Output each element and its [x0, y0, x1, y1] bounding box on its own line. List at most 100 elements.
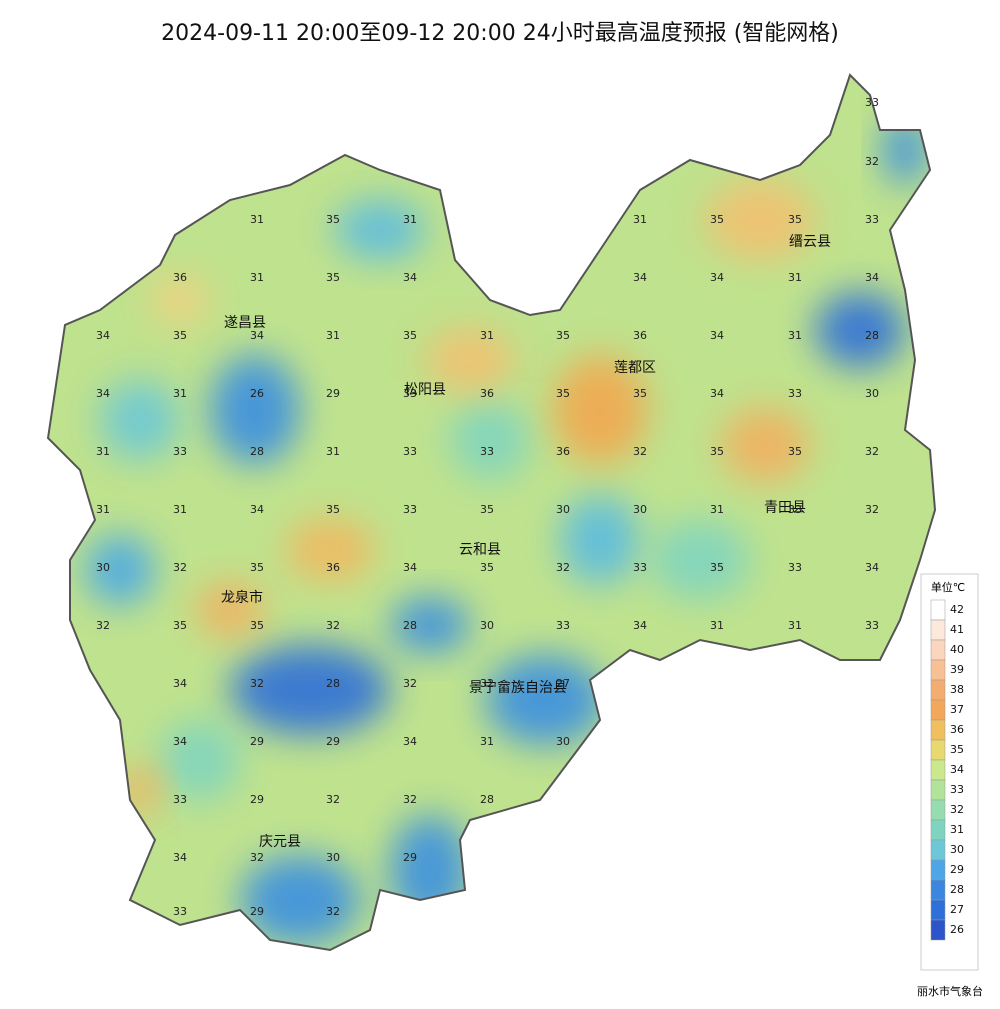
temperature-blob: [450, 400, 530, 480]
station-value: 33: [173, 793, 187, 806]
station-value: 32: [865, 155, 879, 168]
station-value: 32: [250, 851, 264, 864]
legend-swatch: [930, 899, 946, 921]
station-value: 30: [865, 387, 879, 400]
legend-label: 37: [950, 703, 964, 716]
legend-swatch: [930, 759, 946, 781]
station-value: 32: [250, 677, 264, 690]
legend-label: 31: [950, 823, 964, 836]
station-value: 35: [250, 561, 264, 574]
station-value: 32: [326, 619, 340, 632]
station-value: 33: [403, 445, 417, 458]
legend-label: 35: [950, 743, 964, 756]
temperature-blob: [720, 407, 810, 483]
station-value: 35: [556, 329, 570, 342]
legend-swatch: [930, 839, 946, 861]
station-value: 33: [173, 445, 187, 458]
station-value: 33: [556, 619, 570, 632]
station-value: 28: [865, 329, 879, 342]
station-value: 35: [710, 445, 724, 458]
legend-swatch: [930, 719, 946, 741]
station-value: 31: [710, 503, 724, 516]
legend-label: 32: [950, 803, 964, 816]
temperature-blob: [485, 655, 605, 745]
legend-swatch: [930, 639, 946, 661]
station-value: 31: [96, 445, 110, 458]
temperature-blob: [210, 355, 300, 465]
station-value: 35: [480, 503, 494, 516]
temperature-blob: [335, 200, 425, 260]
legend-swatch: [930, 679, 946, 701]
legend-label: 36: [950, 723, 964, 736]
legend-swatch: [930, 799, 946, 821]
station-value: 36: [326, 561, 340, 574]
county-name: 庆元县: [259, 834, 301, 850]
station-value: 32: [865, 503, 879, 516]
station-value: 31: [250, 271, 264, 284]
county-name: 景宁畲族自治县: [469, 679, 567, 696]
station-value: 34: [710, 387, 724, 400]
legend-label: 30: [950, 843, 964, 856]
legend-label: 27: [950, 903, 964, 916]
temperature-blob: [815, 292, 905, 368]
station-value: 35: [173, 619, 187, 632]
temperature-blob: [100, 380, 180, 460]
station-value: 31: [788, 271, 802, 284]
station-value: 31: [173, 387, 187, 400]
station-value: 34: [250, 503, 264, 516]
county-name: 缙云县: [789, 234, 831, 250]
station-value: 34: [403, 561, 417, 574]
legend-swatch: [930, 819, 946, 841]
station-value: 33: [788, 503, 802, 516]
station-value: 31: [326, 329, 340, 342]
station-value: 33: [173, 905, 187, 918]
station-value: 34: [173, 735, 187, 748]
boundary: [46, 73, 937, 952]
station-value: 28: [326, 677, 340, 690]
legend-swatch: [930, 659, 946, 681]
legend-swatch: [930, 879, 946, 901]
station-value: 33: [403, 387, 417, 400]
legend: 42 41 40 39 38 37 36 35 34 33 32 31 30 29 28 27 26: [930, 599, 964, 941]
station-value: 33: [480, 445, 494, 458]
station-value: 34: [633, 271, 647, 284]
legend-swatch: [930, 779, 946, 801]
station-value: 31: [96, 503, 110, 516]
station-value: 35: [250, 619, 264, 632]
station-value: 29: [326, 735, 340, 748]
legend-swatch: [930, 859, 946, 881]
station-value: 36: [556, 445, 570, 458]
station-value: 33: [865, 213, 879, 226]
station-value: 35: [326, 271, 340, 284]
station-value: 32: [326, 793, 340, 806]
temperature-blob: [425, 328, 515, 392]
station-value: 31: [326, 445, 340, 458]
station-value: 35: [326, 503, 340, 516]
county-name: 松阳县: [404, 382, 446, 398]
station-value: 31: [633, 213, 647, 226]
station-value: 33: [865, 619, 879, 632]
station-value: 26: [250, 387, 264, 400]
station-value: 29: [250, 905, 264, 918]
station-value: 35: [403, 329, 417, 342]
station-value: 34: [173, 677, 187, 690]
legend-label: 26: [950, 923, 964, 936]
legend-unit: 单位℃: [931, 580, 965, 594]
station-value: 32: [556, 561, 570, 574]
station-value: 34: [173, 851, 187, 864]
temperature-blob: [230, 645, 390, 735]
station-value: 34: [250, 329, 264, 342]
temperature-blob: [150, 275, 210, 325]
station-value: 31: [173, 503, 187, 516]
temperature-blob: [883, 115, 927, 185]
legend-swatch: [930, 739, 946, 761]
station-value: 32: [403, 677, 417, 690]
station-value: 32: [326, 905, 340, 918]
station-value: 30: [633, 503, 647, 516]
station-value: 35: [788, 445, 802, 458]
legend-label: 40: [950, 643, 964, 656]
legend-label: 29: [950, 863, 964, 876]
